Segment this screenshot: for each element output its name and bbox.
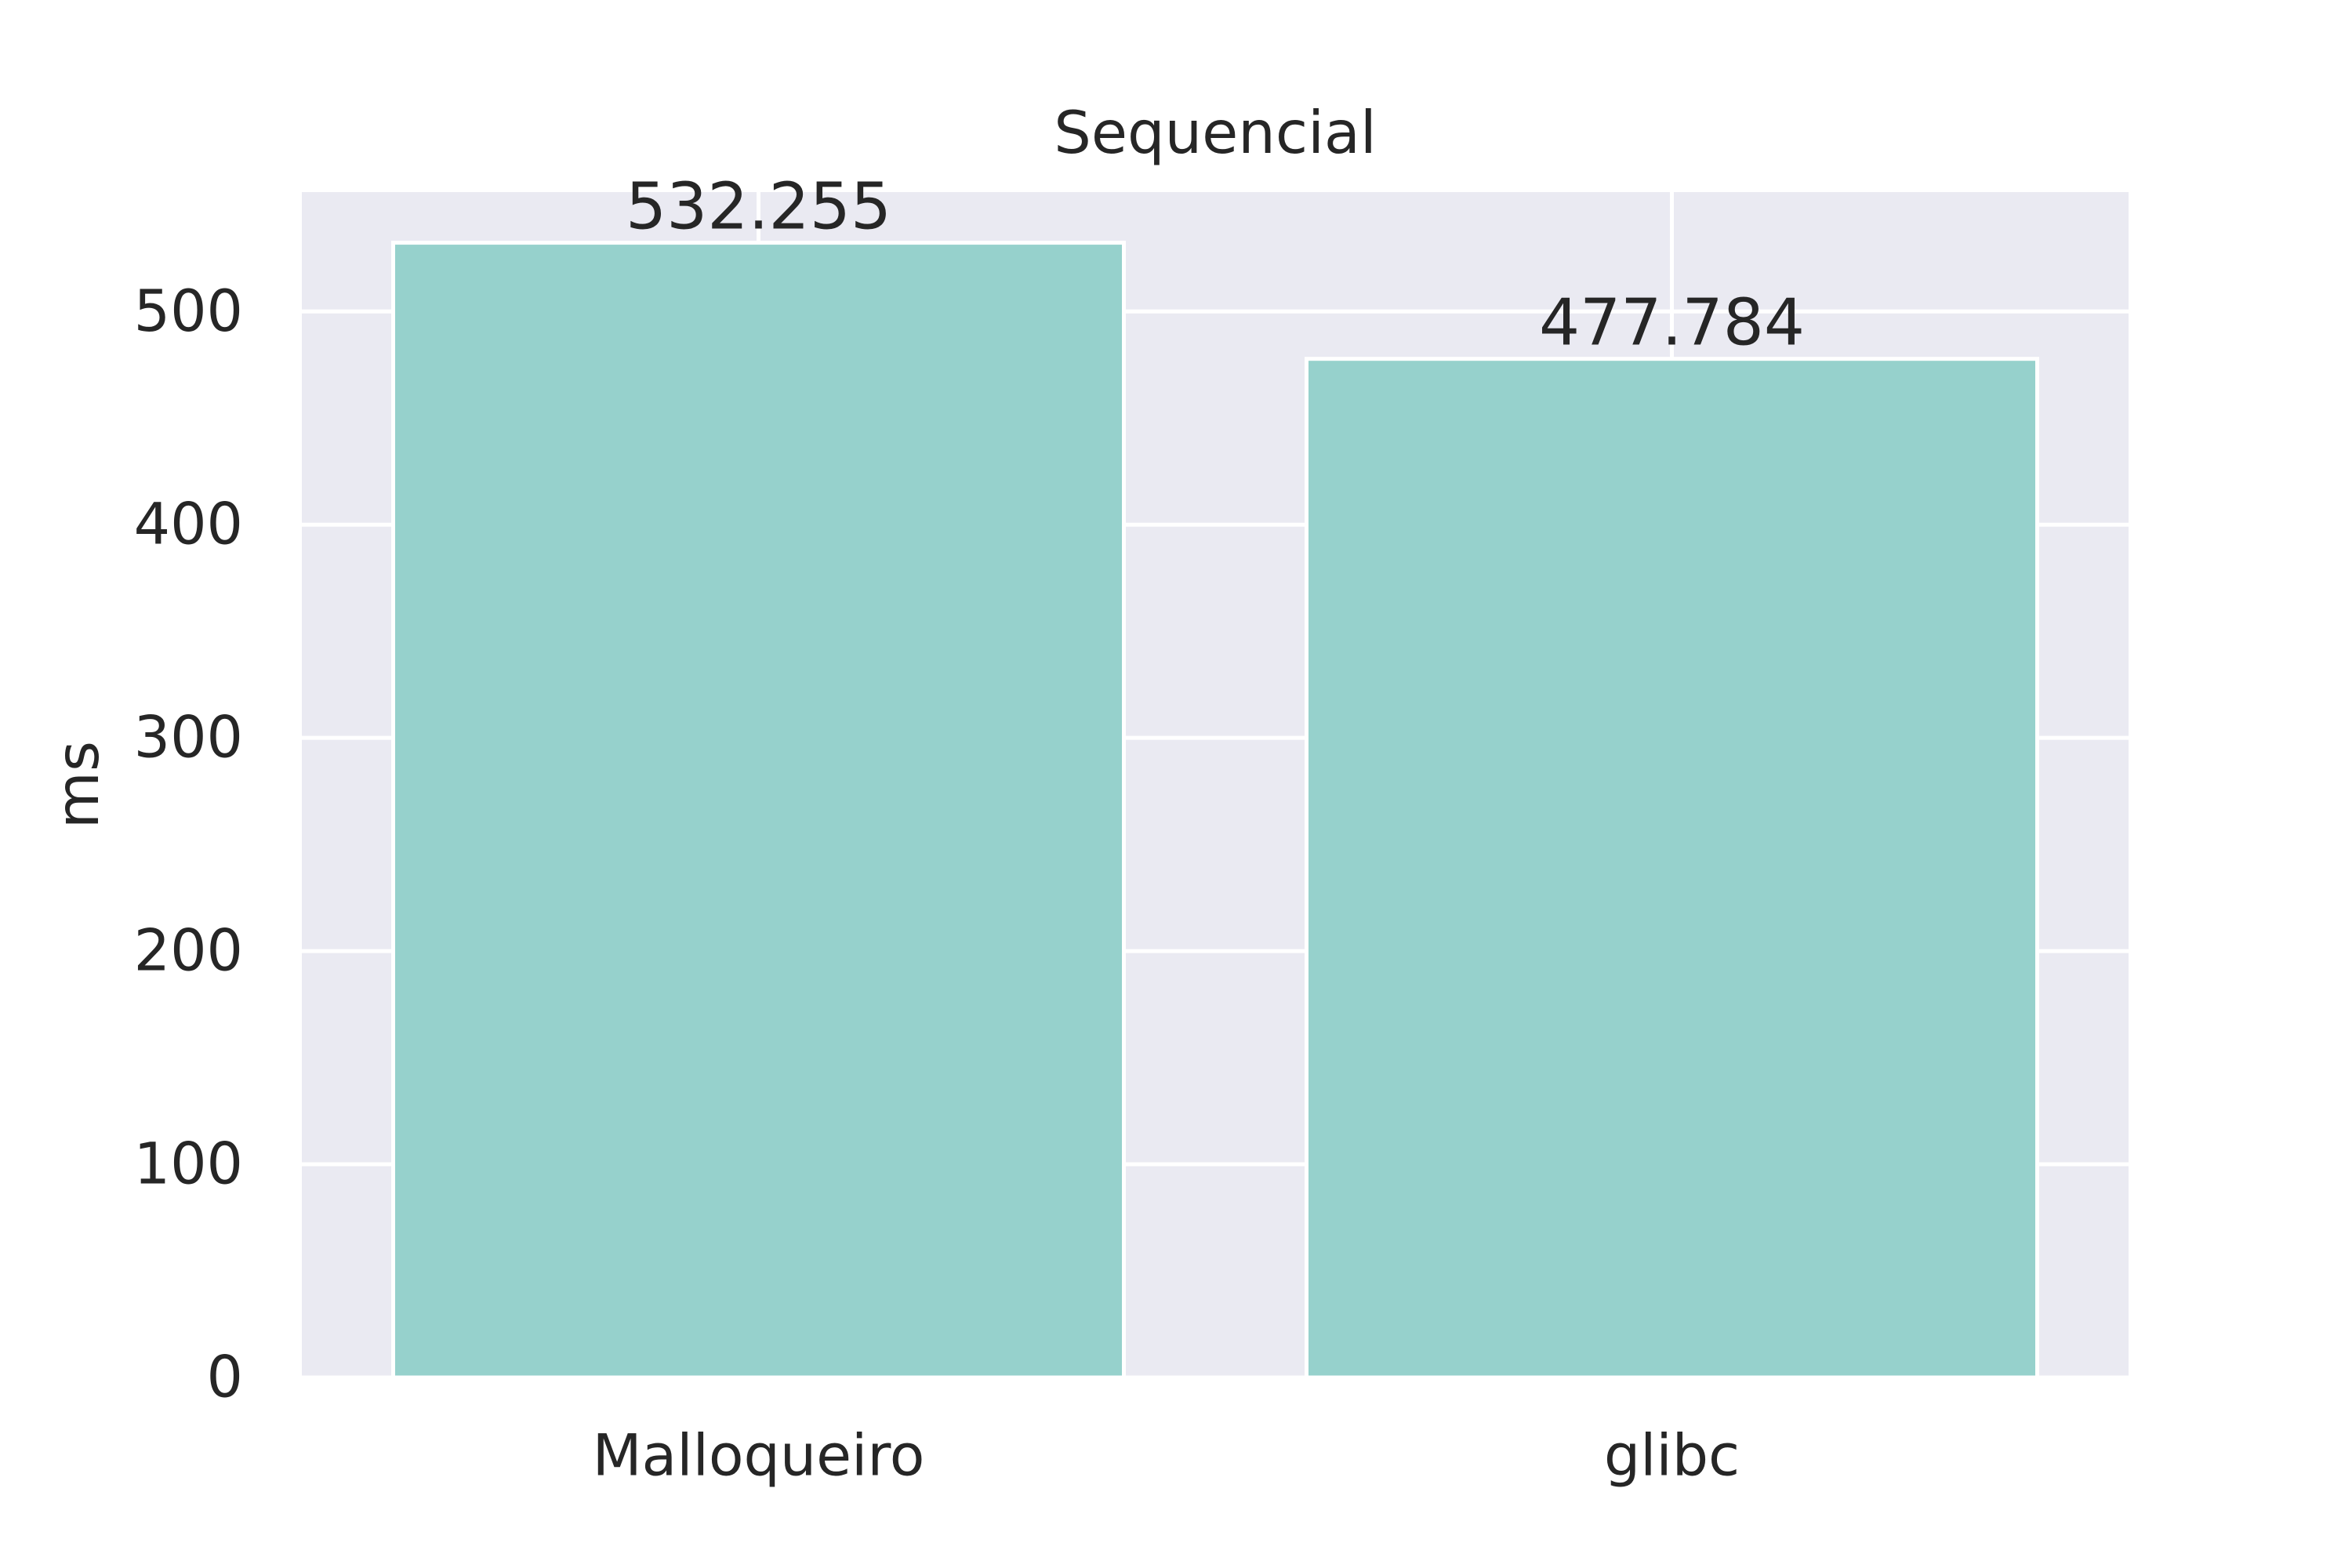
- bar-value-label: 532.255: [626, 170, 891, 245]
- bar-value-label: 477.784: [1539, 286, 1805, 361]
- x-tick-label: glibc: [1604, 1423, 1740, 1490]
- y-tick-label: 300: [134, 705, 243, 771]
- bar-malloqueiro: [391, 241, 1126, 1380]
- bar-glibc: [1305, 357, 2039, 1380]
- y-tick-label: 400: [134, 492, 243, 558]
- chart-title: Sequencial: [1054, 98, 1376, 167]
- data-labels: 532.255 477.784: [626, 170, 1805, 361]
- x-tick-label: Malloqueiro: [593, 1423, 925, 1490]
- x-axis-ticks: Malloqueiro glibc: [593, 1423, 1740, 1490]
- y-axis-label: ms: [43, 741, 112, 829]
- y-axis-ticks: 0 100 200 300 400 500: [134, 278, 243, 1411]
- bars: [391, 241, 2039, 1380]
- y-tick-label: 500: [134, 278, 243, 345]
- y-tick-label: 100: [134, 1131, 243, 1198]
- y-tick-label: 0: [207, 1345, 243, 1411]
- y-tick-label: 200: [134, 918, 243, 985]
